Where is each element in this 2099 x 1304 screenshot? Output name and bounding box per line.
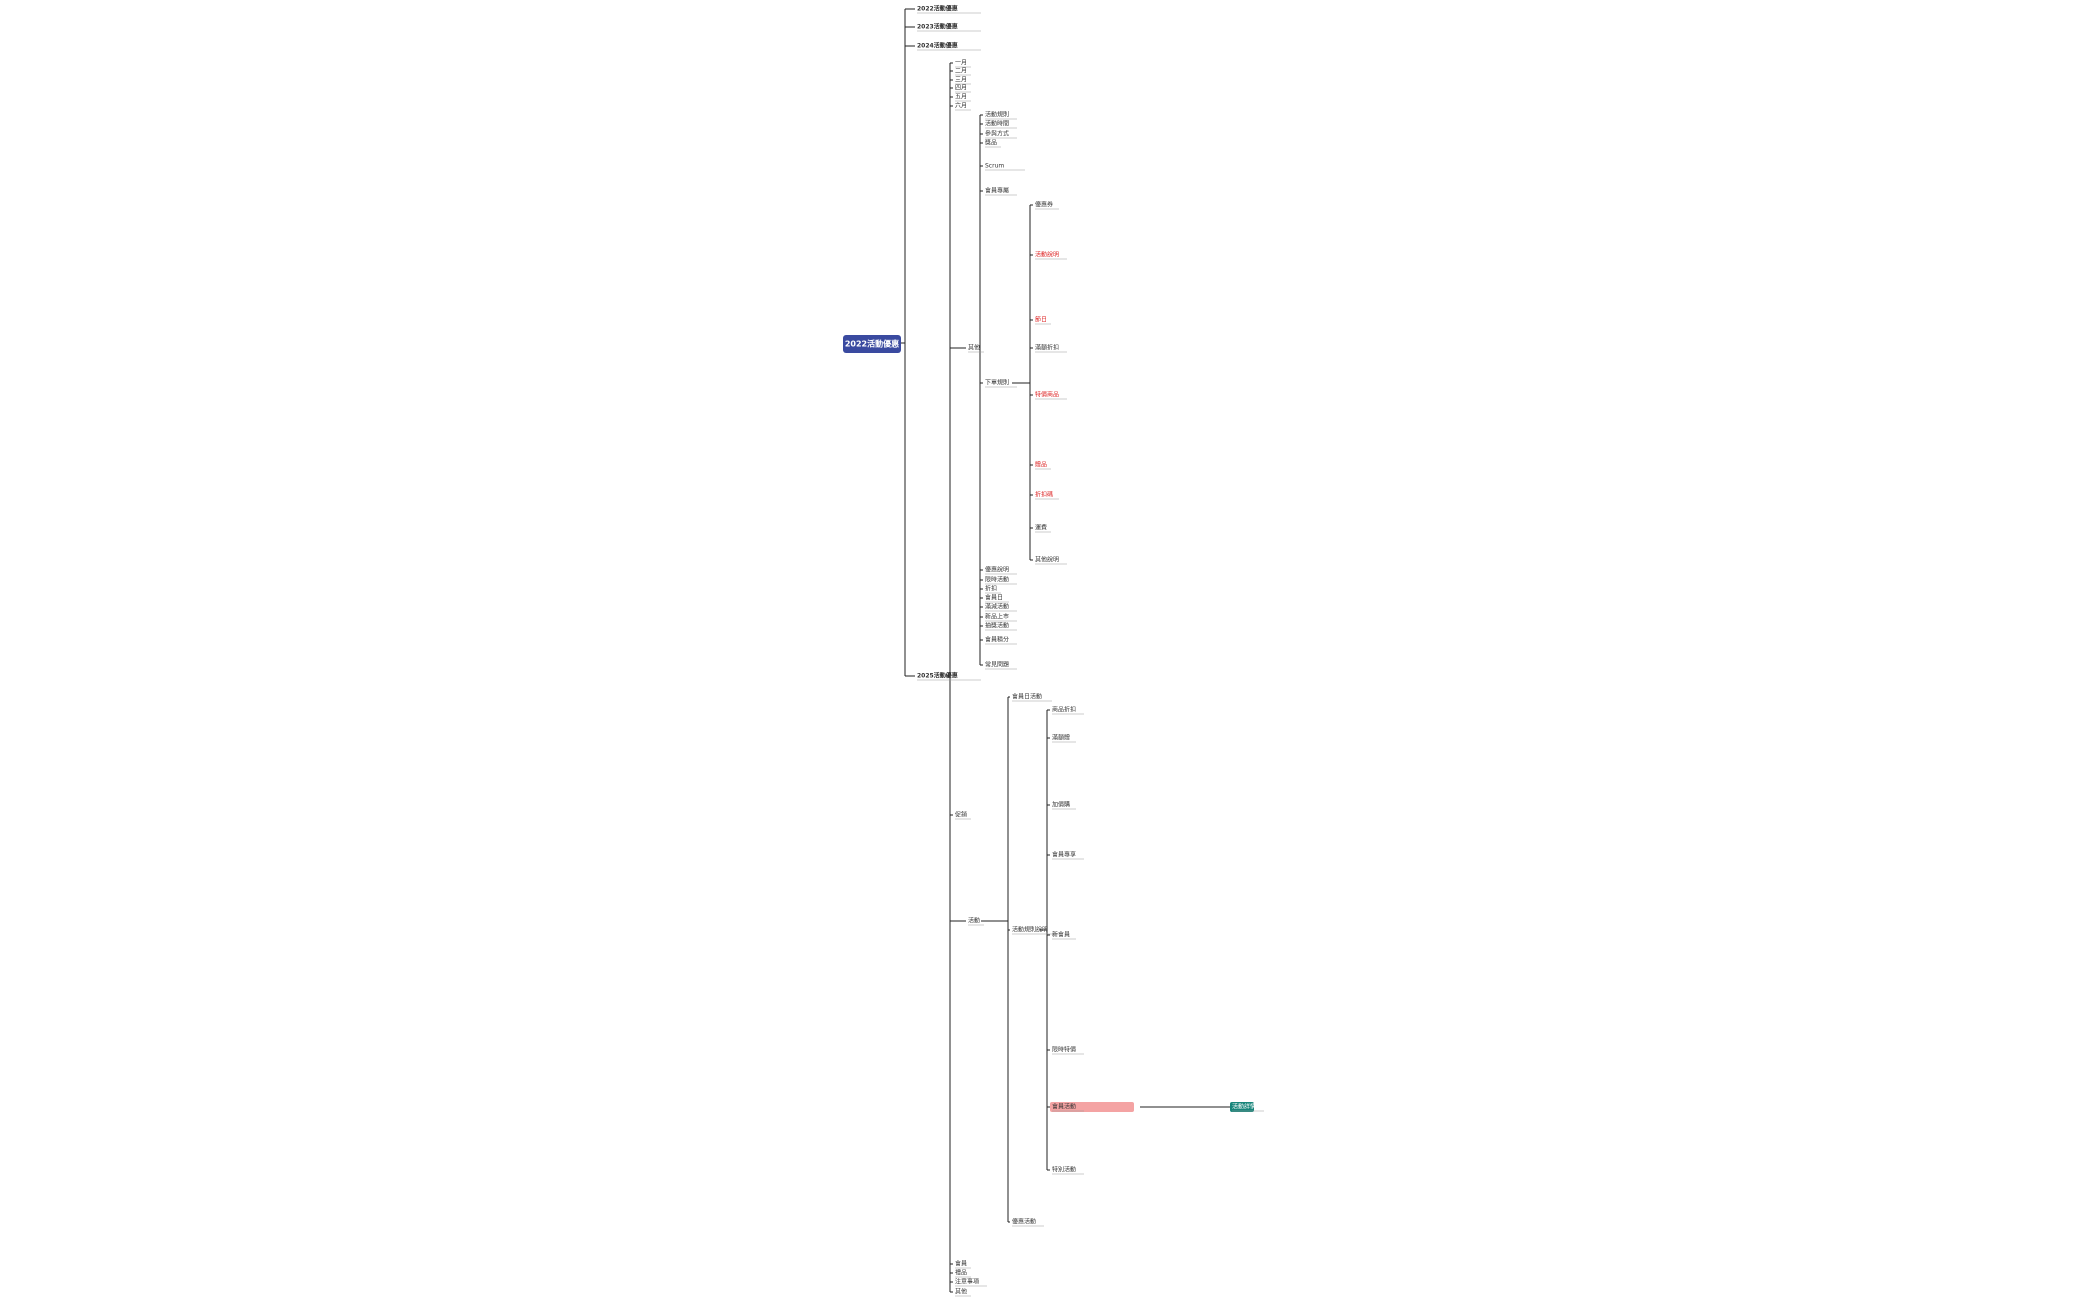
node-label[interactable]: 新會員	[1052, 931, 1070, 939]
node-label[interactable]: 滿額折扣	[1035, 344, 1059, 352]
node-label[interactable]: 2022活動優惠	[917, 5, 958, 13]
node-label[interactable]: 參與方式	[985, 130, 1009, 138]
node-label[interactable]: 常見問題	[985, 661, 1009, 669]
node-label[interactable]: 節日	[1035, 316, 1047, 324]
node-label[interactable]: 優惠說明	[985, 566, 1009, 574]
node-label[interactable]: 限時活動	[985, 576, 1009, 584]
node-label[interactable]: 特價商品	[1035, 391, 1059, 399]
node-label[interactable]: 會員專屬	[985, 187, 1009, 195]
node-label[interactable]: 2024活動優惠	[917, 42, 958, 50]
node-label[interactable]: 三月	[955, 77, 967, 84]
node-label[interactable]: 獎品	[985, 139, 997, 147]
node-label[interactable]: 新品上市	[985, 613, 1009, 621]
node-label[interactable]: Scrum	[985, 163, 1004, 170]
node-label[interactable]: 禮品	[955, 1269, 967, 1277]
node-label[interactable]: 滿額贈	[1052, 734, 1070, 742]
highlight-node[interactable]	[1230, 1102, 1254, 1112]
node-label[interactable]: 活動說明	[1035, 251, 1059, 259]
node-label[interactable]: 折扣	[985, 585, 997, 593]
node-label[interactable]: 活動時間	[985, 120, 1009, 128]
node-label[interactable]: 會員	[955, 1260, 967, 1268]
node-label[interactable]: 優惠券	[1035, 201, 1053, 209]
node-label[interactable]: 滿減活動	[985, 603, 1009, 611]
node-label[interactable]: 會員活動	[1052, 1103, 1076, 1111]
node-label[interactable]: 運費	[1035, 524, 1047, 532]
node-label[interactable]: 其他	[955, 1288, 967, 1296]
node-label[interactable]: 加價購	[1052, 801, 1070, 809]
node-label[interactable]: 其他說明	[1035, 556, 1059, 564]
node-label[interactable]: 活動規則	[985, 111, 1009, 119]
node-label[interactable]: 商品折扣	[1052, 706, 1076, 714]
node-label[interactable]: 五月	[955, 94, 967, 101]
node-label[interactable]: 特別活動	[1052, 1166, 1076, 1174]
node-label[interactable]: 下單規則	[985, 379, 1009, 387]
node-label[interactable]: 一月	[955, 60, 967, 67]
node-label[interactable]: 會員積分	[985, 636, 1009, 644]
node-label[interactable]: 贈品	[1035, 461, 1047, 469]
node-label[interactable]: 優惠活動	[1012, 1218, 1036, 1226]
highlight-node[interactable]	[1050, 1102, 1134, 1112]
node-label[interactable]: 限時特價	[1052, 1046, 1076, 1054]
node-label[interactable]: 二月	[955, 68, 967, 75]
node-label[interactable]: 六月	[955, 102, 967, 110]
root-label[interactable]: 2022活動優惠	[845, 339, 899, 349]
node-label[interactable]: 活動規則說明	[1012, 926, 1048, 934]
node-label[interactable]: 促銷	[955, 811, 967, 819]
node-label[interactable]: 會員日	[985, 594, 1003, 602]
node-label[interactable]: 注意事項	[955, 1278, 979, 1286]
node-label[interactable]: 活動	[968, 917, 980, 925]
node-label[interactable]: 折扣碼	[1035, 491, 1053, 499]
node-label[interactable]: 活動詳情	[1232, 1103, 1256, 1111]
node-label[interactable]: 會員日活動	[1012, 693, 1042, 701]
node-label[interactable]: 四月	[955, 85, 967, 92]
node-label[interactable]: 抽獎活動	[985, 622, 1009, 630]
node-label[interactable]: 2023活動優惠	[917, 23, 958, 31]
node-label[interactable]: 會員專享	[1052, 851, 1076, 859]
node-label[interactable]: 2025活動優惠	[917, 672, 958, 680]
node-label[interactable]: 其他	[968, 344, 980, 352]
root-node[interactable]	[843, 335, 901, 353]
